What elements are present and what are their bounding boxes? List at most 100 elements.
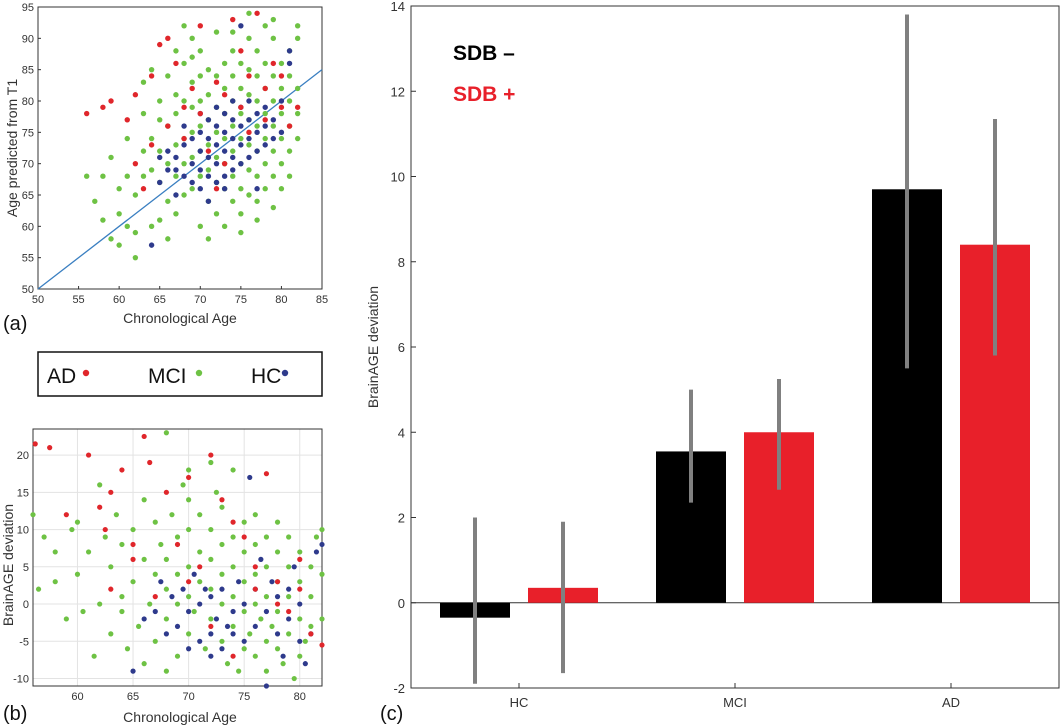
point-a-hc — [221, 173, 228, 179]
axis-ticks-b: 60 65 70 75 80 -10 -5 0 5 10 15 20 — [13, 450, 306, 703]
point-b-mci — [263, 594, 270, 600]
point-a-hc — [189, 160, 195, 167]
point-b-mci — [85, 549, 92, 555]
point-a-mci — [165, 236, 171, 242]
x-tick-label-a: 60 — [113, 294, 125, 306]
point-a-mci — [278, 186, 285, 192]
point-a-ad — [246, 73, 252, 79]
y-tick-label-b: 10 — [17, 525, 29, 537]
category-labels-c: HC MCI AD — [510, 683, 960, 710]
point-b-mci — [197, 549, 203, 555]
point-b-hc — [208, 594, 214, 600]
point-b-mci — [230, 594, 236, 600]
point-b-hc — [319, 541, 325, 548]
point-a-mci — [181, 98, 187, 104]
y-tick-label-c: 6 — [398, 340, 405, 355]
point-a-mci — [230, 123, 236, 129]
point-a-mci — [205, 167, 212, 173]
point-b-hc — [241, 601, 247, 607]
point-b-ad — [274, 601, 281, 607]
point-b-hc — [258, 556, 264, 562]
legend-marker-hc — [281, 369, 289, 377]
point-b-hc — [230, 631, 236, 637]
point-b-ad — [219, 497, 225, 503]
point-a-ad — [278, 104, 285, 110]
point-b-hc — [313, 549, 320, 555]
point-a-mci — [140, 173, 147, 179]
point-b-mci — [252, 541, 258, 548]
point-b-mci — [158, 541, 164, 548]
point-b-ad — [85, 452, 92, 458]
point-a-mci — [238, 110, 244, 117]
point-b-mci — [174, 653, 181, 659]
point-a-hc — [262, 123, 268, 129]
point-b-mci — [241, 519, 247, 525]
point-b-ad — [130, 541, 136, 548]
point-b-hc — [241, 638, 247, 644]
point-b-mci — [197, 579, 203, 585]
point-a-mci — [278, 110, 285, 117]
point-a-mci — [92, 198, 98, 204]
point-b-mci — [52, 579, 58, 585]
point-a-mci — [254, 173, 260, 179]
point-b-ad — [286, 608, 292, 615]
point-a-hc — [197, 129, 203, 136]
point-a-mci — [246, 35, 252, 42]
point-b-hc — [197, 638, 203, 644]
point-a-mci — [140, 148, 147, 154]
point-a-mci — [140, 110, 147, 117]
point-b-mci — [263, 668, 270, 674]
point-a-hc — [205, 198, 212, 204]
panel-label-c: (c) — [380, 703, 403, 725]
point-b-hc — [274, 594, 281, 600]
point-b-mci — [169, 512, 175, 518]
y-tick-label-c: 10 — [391, 170, 405, 185]
point-a-ad — [294, 104, 301, 110]
point-a-hc — [197, 167, 203, 173]
point-a-mci — [254, 98, 260, 104]
y-tick-label-a: 55 — [22, 253, 34, 265]
point-a-ad — [140, 186, 147, 192]
point-a-mci — [270, 173, 277, 179]
point-a-mci — [270, 98, 277, 104]
point-b-mci — [113, 512, 119, 518]
point-a-mci — [262, 23, 268, 29]
point-a-mci — [246, 10, 252, 16]
point-a-mci — [205, 236, 212, 242]
y-tick-label-b: -10 — [13, 674, 29, 686]
point-a-hc — [213, 142, 220, 148]
point-b-hc — [302, 661, 308, 667]
panel-label-a: (a) — [3, 313, 27, 335]
point-a-mci — [278, 160, 285, 167]
point-a-ad — [197, 23, 203, 29]
point-a-ad — [254, 10, 260, 16]
point-a-mci — [189, 79, 195, 85]
point-a-ad — [165, 35, 171, 42]
y-tick-label-a: 50 — [22, 284, 34, 296]
point-a-mci — [140, 79, 147, 85]
point-b-mci — [80, 608, 86, 615]
point-b-hc — [286, 586, 292, 592]
point-b-hc — [263, 683, 270, 689]
point-a-ad — [157, 41, 163, 48]
point-a-hc — [254, 110, 260, 117]
point-b-mci — [52, 549, 58, 555]
axis-ticks-c: -2 0 2 4 6 8 10 12 14 — [391, 0, 1059, 696]
point-b-ad — [197, 564, 203, 570]
point-b-mci — [319, 571, 325, 577]
point-b-mci — [308, 623, 314, 630]
point-b-mci — [286, 594, 292, 600]
point-b-mci — [186, 497, 192, 503]
point-a-mci — [189, 35, 195, 42]
point-b-mci — [186, 467, 192, 473]
point-b-mci — [180, 482, 186, 488]
point-a-ad — [205, 148, 212, 154]
point-b-mci — [163, 616, 169, 622]
point-b-hc — [286, 616, 292, 622]
point-a-mci — [124, 173, 130, 179]
point-a-hc — [254, 186, 260, 192]
point-b-mci — [102, 534, 108, 540]
point-a-mci — [205, 142, 212, 148]
point-a-mci — [108, 154, 114, 161]
point-b-mci — [219, 638, 225, 644]
